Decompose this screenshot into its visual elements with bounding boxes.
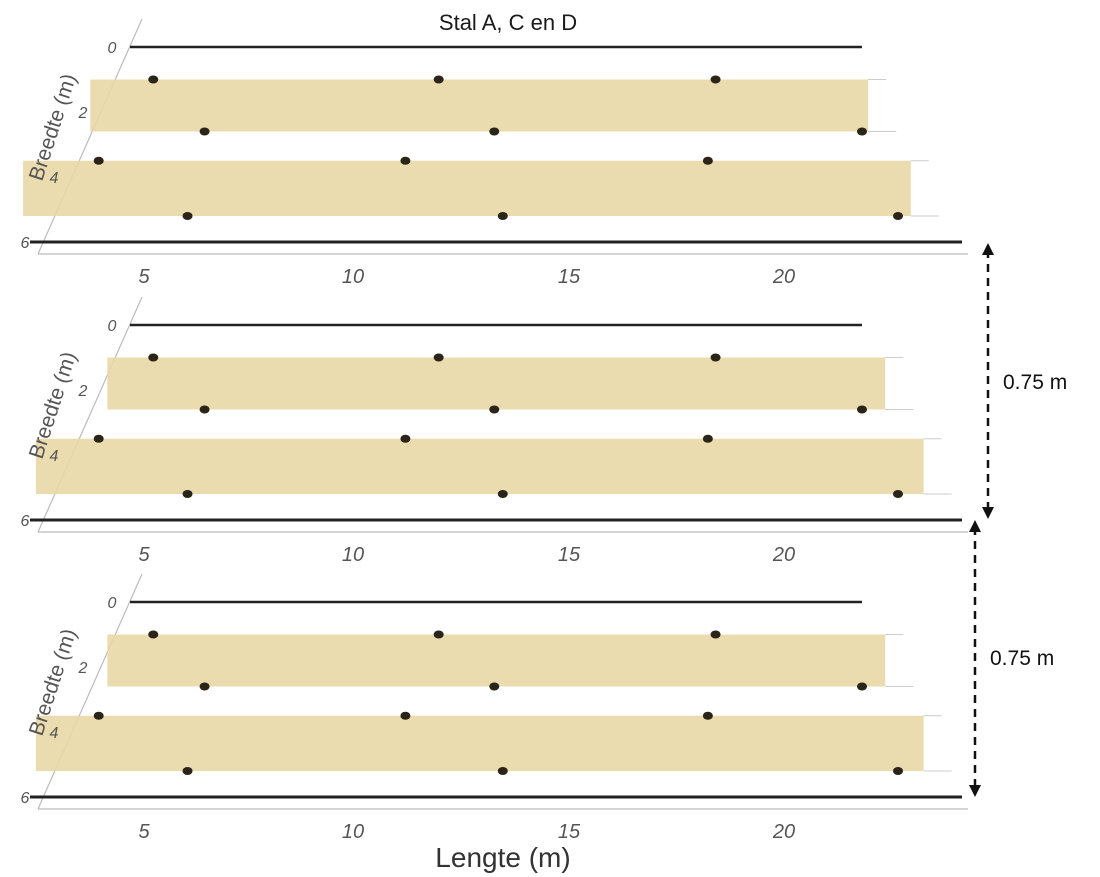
- sensor-point: [148, 630, 159, 639]
- sensor-point: [400, 156, 411, 165]
- y-tick-label: 4: [50, 170, 59, 187]
- y-tick-label: 2: [78, 105, 88, 122]
- x-tick-label: 15: [558, 821, 581, 843]
- x-tick-label: 5: [138, 266, 150, 288]
- sensor-point: [93, 156, 104, 165]
- layer-gap-label-2: 0.75 m: [990, 647, 1054, 670]
- sensor-point: [400, 434, 411, 443]
- x-tick-label: 10: [342, 544, 364, 566]
- sensor-point: [489, 682, 500, 691]
- x-tick-label: 20: [772, 544, 795, 566]
- sensor-point: [489, 405, 500, 414]
- y-tick-label: 0: [108, 595, 117, 612]
- sensor-point: [702, 434, 713, 443]
- sensor-point: [433, 630, 444, 639]
- y-tick-label: 2: [78, 383, 88, 400]
- x-tick-label: 10: [342, 821, 364, 843]
- strip-2: [35, 438, 924, 494]
- layer-gap-indicator-1: [982, 243, 994, 519]
- sensor-point: [433, 353, 444, 362]
- sensor-point: [199, 127, 210, 136]
- y-tick-label: 4: [50, 725, 59, 742]
- sensor-point: [148, 353, 159, 362]
- y-tick-label: 2: [78, 660, 88, 677]
- y-tick-label: 6: [21, 790, 30, 807]
- sensor-point: [148, 75, 159, 84]
- x-tick-label: 20: [772, 821, 795, 843]
- y-tick-label: 6: [21, 235, 30, 252]
- strip-1: [107, 634, 886, 687]
- sensor-point: [182, 767, 193, 775]
- sensor-point: [182, 212, 193, 220]
- sensor-point: [433, 75, 444, 84]
- sensor-point: [497, 490, 508, 498]
- x-tick-label: 10: [342, 266, 364, 288]
- x-axis-label: Lengte (m): [435, 842, 570, 873]
- strip-2: [23, 160, 911, 216]
- sensor-point: [857, 682, 867, 691]
- sensor-point: [199, 682, 210, 691]
- y-tick-label: 0: [108, 40, 117, 57]
- layer-gap-label-1: 0.75 m: [1003, 371, 1067, 394]
- sensor-point: [199, 405, 210, 414]
- sensor-point: [893, 767, 903, 775]
- strip-1: [107, 357, 886, 410]
- sensor-point: [497, 212, 508, 220]
- sensor-point: [489, 127, 500, 136]
- sensor-point: [93, 711, 104, 720]
- sensor-point: [702, 156, 713, 165]
- y-tick-label: 0: [108, 318, 117, 335]
- strip-1: [90, 79, 869, 132]
- strip-2: [35, 715, 924, 771]
- y-tick-label: 6: [21, 513, 30, 530]
- sensor-point: [857, 405, 867, 414]
- sensor-point: [702, 711, 713, 720]
- layer-gap-indicator-2: [969, 520, 981, 797]
- sensor-point: [893, 212, 903, 220]
- sensor-point: [400, 711, 411, 720]
- sensor-point: [182, 490, 193, 498]
- sensor-point: [857, 127, 867, 136]
- sensor-point: [893, 490, 903, 498]
- sensor-point: [710, 630, 721, 639]
- diagram-title: Stal A, C en D: [439, 10, 577, 35]
- sensor-point: [710, 75, 721, 84]
- x-tick-label: 5: [138, 821, 150, 843]
- sensor-point: [497, 767, 508, 775]
- x-tick-label: 5: [138, 544, 150, 566]
- x-tick-label: 15: [558, 266, 581, 288]
- x-tick-label: 15: [558, 544, 581, 566]
- sensor-point: [710, 353, 721, 362]
- sensor-point: [93, 434, 104, 443]
- x-tick-label: 20: [772, 266, 795, 288]
- y-tick-label: 4: [50, 448, 59, 465]
